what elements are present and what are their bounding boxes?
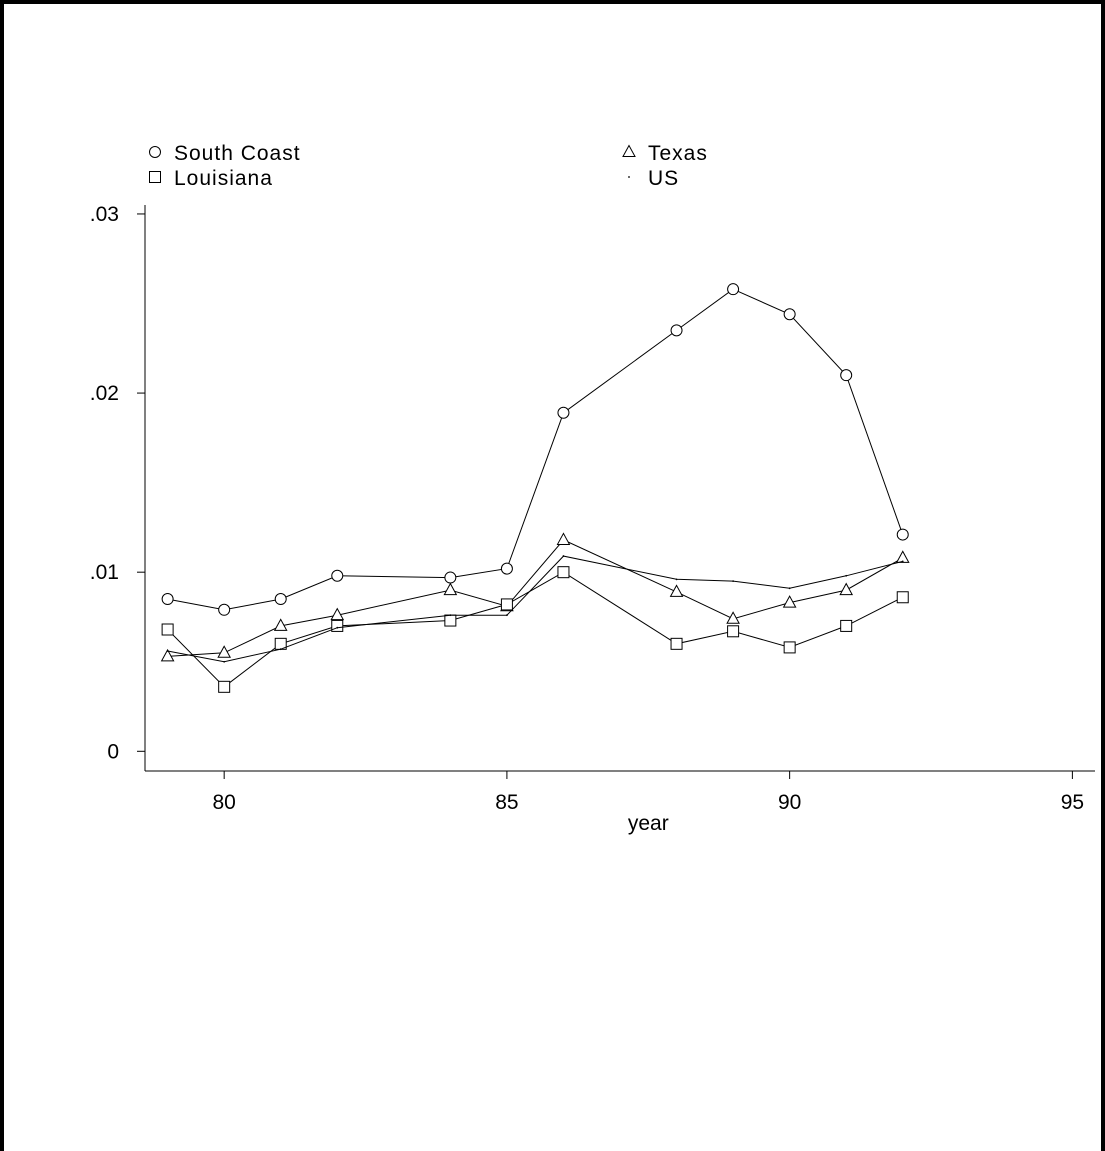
x-tick-label: 85 — [495, 791, 518, 814]
data-point-louisiana — [557, 566, 570, 579]
legend-marker-louisiana — [149, 171, 161, 183]
series-texas — [160, 532, 910, 662]
data-point-us — [449, 614, 452, 617]
data-point-south-coast — [218, 603, 231, 616]
series-us — [166, 555, 904, 663]
series-line-texas — [167, 539, 903, 657]
data-point-us — [675, 578, 678, 581]
y-tick-label: 0 — [107, 740, 119, 763]
legend-label-south-coast: South Coast — [174, 142, 301, 165]
x-tick-label: 80 — [212, 791, 235, 814]
legend: South Coast Texas Louisiana US — [149, 142, 708, 190]
data-point-louisiana — [500, 598, 513, 611]
data-point-us — [336, 626, 339, 629]
data-point-texas — [556, 532, 571, 545]
data-point-south-coast — [500, 562, 513, 575]
data-point-louisiana — [670, 637, 683, 650]
data-point-louisiana — [218, 680, 231, 693]
y-tick-label: .03 — [90, 203, 119, 226]
data-point-south-coast — [783, 308, 796, 321]
x-axis-title: year — [628, 812, 669, 835]
data-point-texas — [782, 595, 797, 608]
data-point-south-coast — [557, 406, 570, 419]
data-point-us — [788, 587, 791, 590]
data-point-south-coast — [274, 593, 287, 606]
legend-marker-texas — [622, 144, 636, 157]
data-point-south-coast — [444, 571, 457, 584]
legend-marker-us — [628, 176, 630, 178]
y-tick-label: .02 — [90, 382, 119, 405]
data-point-louisiana — [161, 623, 174, 636]
data-point-us — [732, 580, 734, 583]
legend-label-texas: Texas — [648, 142, 708, 165]
data-point-us — [279, 648, 282, 651]
y-tick-label: .01 — [90, 561, 119, 584]
data-point-us — [901, 560, 904, 563]
data-point-south-coast — [331, 569, 344, 582]
data-point-south-coast — [896, 528, 909, 541]
x-tick-label: 90 — [778, 791, 801, 814]
data-point-texas — [669, 584, 684, 597]
series-line-south-coast — [167, 288, 904, 611]
data-point-texas — [443, 582, 458, 596]
legend-item-texas: Texas — [622, 142, 708, 165]
series-south-coast — [161, 283, 909, 616]
legend-item-louisiana: Louisiana — [149, 167, 273, 190]
data-point-louisiana — [896, 591, 909, 604]
data-point-texas — [273, 618, 288, 631]
data-point-louisiana — [331, 619, 344, 632]
data-point-us — [223, 660, 226, 663]
data-point-louisiana — [783, 641, 796, 654]
axes: 0 .01 .02 .03 80 85 90 95 year — [90, 203, 1095, 835]
x-tick-label: 95 — [1061, 791, 1084, 814]
data-point-texas — [160, 648, 175, 662]
data-point-texas — [217, 645, 232, 658]
legend-item-south-coast: South Coast — [149, 142, 301, 165]
legend-item-us: US — [628, 167, 679, 190]
data-point-south-coast — [727, 283, 740, 296]
data-point-us — [506, 614, 508, 617]
data-point-south-coast — [161, 593, 174, 606]
data-point-us — [166, 650, 169, 652]
data-point-texas — [895, 550, 910, 563]
data-point-louisiana — [444, 614, 457, 627]
y-axis-ticks: 0 .01 .02 .03 — [90, 203, 145, 763]
data-point-louisiana — [840, 619, 853, 632]
data-point-south-coast — [670, 324, 683, 337]
series-group — [160, 283, 910, 693]
series-line-us — [167, 555, 903, 663]
data-point-south-coast — [840, 369, 853, 382]
legend-label-us: US — [648, 167, 679, 190]
data-point-us — [562, 555, 565, 557]
x-axis-ticks: 80 85 90 95 — [212, 771, 1084, 814]
legend-label-louisiana: Louisiana — [174, 167, 273, 190]
legend-marker-south-coast — [149, 146, 161, 158]
data-point-texas — [726, 611, 740, 624]
data-point-louisiana — [727, 625, 740, 638]
data-point-us — [845, 574, 848, 577]
data-point-texas — [839, 582, 854, 596]
data-point-texas — [330, 607, 345, 621]
